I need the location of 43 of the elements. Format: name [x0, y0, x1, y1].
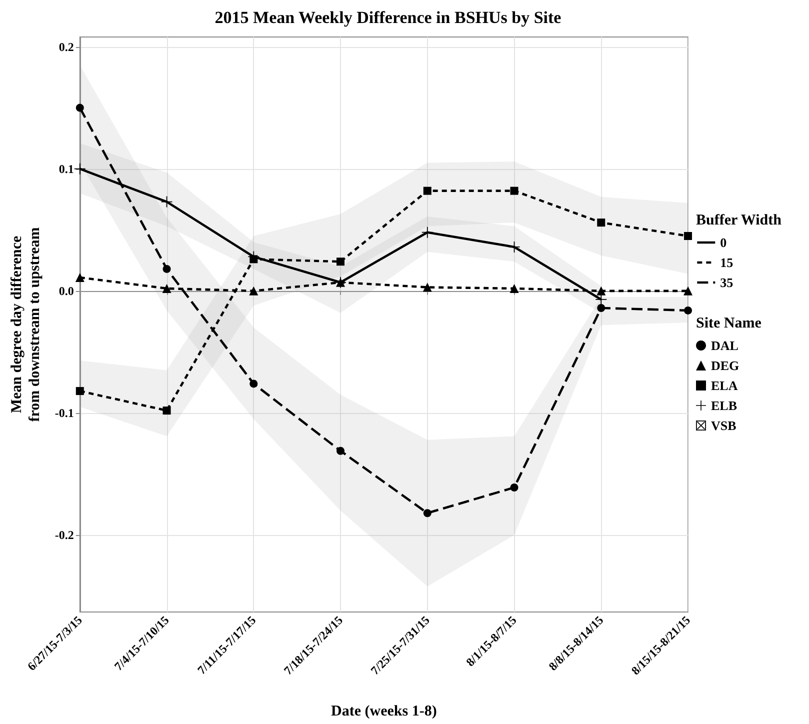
point — [510, 284, 519, 293]
point — [75, 273, 84, 282]
point — [336, 446, 345, 455]
point — [684, 286, 692, 296]
text: Buffer Width — [696, 212, 782, 228]
point — [162, 264, 171, 273]
legend-label: ELB — [711, 398, 738, 413]
y-tick-label: -0.1 — [54, 406, 74, 420]
legend-label: 35 — [720, 275, 734, 290]
y-tick-label: -0.2 — [54, 528, 74, 542]
y-tick-label: 0.2 — [58, 40, 74, 54]
point — [249, 286, 258, 296]
point — [422, 226, 433, 238]
point — [596, 286, 606, 296]
point — [162, 406, 171, 415]
point — [422, 282, 432, 292]
legend-label: 15 — [720, 255, 734, 270]
legend-label: VSB — [711, 418, 737, 433]
legend-label: DEG — [711, 358, 740, 373]
point — [684, 306, 692, 314]
point — [250, 380, 258, 388]
chart-title: 2015 Mean Weekly Difference in BSHUs by Site — [214, 8, 562, 27]
legend-label: DAL — [711, 338, 739, 353]
point — [423, 509, 432, 518]
point — [684, 232, 692, 240]
point — [510, 186, 518, 195]
point — [423, 186, 432, 195]
y-tick-label: 0.0 — [58, 284, 74, 298]
point — [596, 294, 607, 305]
point — [76, 104, 84, 112]
y-axis-title: Mean degree day difference from downstream to upstream — [9, 226, 43, 422]
point — [510, 483, 518, 492]
point — [336, 258, 345, 266]
y-tick-label: 0.1 — [58, 162, 74, 176]
point — [76, 387, 84, 396]
point — [597, 304, 606, 312]
point — [74, 163, 86, 174]
legend-label: 0 — [720, 235, 727, 250]
x-axis-title: Date (weeks 1-8) — [331, 704, 437, 720]
point — [162, 284, 172, 293]
point — [597, 218, 606, 227]
legend-label: ELA — [711, 378, 738, 393]
legend-title: Site Name — [696, 316, 762, 332]
